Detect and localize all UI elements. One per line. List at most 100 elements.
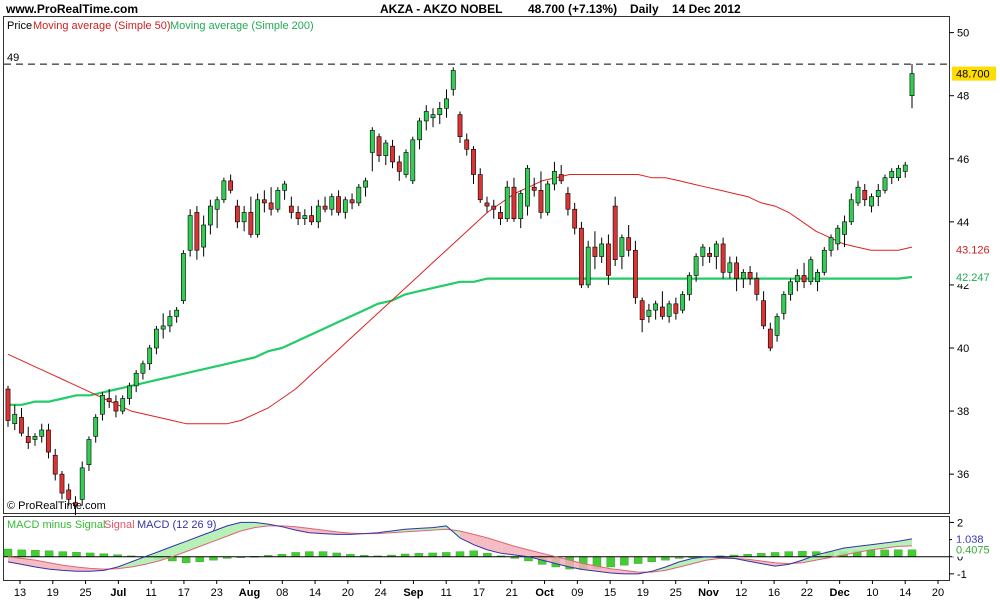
candle: [282, 180, 287, 200]
candle-body: [875, 190, 881, 197]
x-tick-label: 20: [932, 587, 944, 599]
candle: [761, 291, 766, 330]
macd-histogram-bar: [469, 550, 478, 557]
candle: [666, 300, 672, 323]
candle: [268, 187, 274, 216]
price-panel-frame: [3, 16, 950, 514]
macd-histogram-bar: [757, 553, 766, 557]
candle: [73, 496, 78, 516]
candle: [889, 168, 895, 184]
macd-histogram-bar: [633, 556, 643, 564]
candle: [167, 310, 173, 333]
candle-body: [187, 215, 193, 251]
candle: [707, 247, 713, 263]
candle: [349, 193, 355, 210]
candle-body: [707, 253, 713, 257]
candle: [767, 322, 773, 352]
candle: [120, 395, 126, 415]
candle-body: [181, 253, 186, 301]
candle: [848, 193, 854, 225]
candle: [896, 165, 901, 181]
candle-body: [477, 174, 483, 201]
macd-signal-fill: [254, 522, 269, 528]
x-tick-label: 20: [342, 587, 354, 599]
candle-body: [761, 300, 766, 327]
symbol-title: AKZA - AKZO NOBEL: [380, 2, 502, 16]
candle: [93, 414, 99, 443]
candle-body: [713, 243, 719, 257]
candle: [5, 385, 11, 427]
candle-body: [73, 502, 78, 506]
candle: [423, 105, 429, 131]
candle-body: [869, 196, 874, 207]
macd-histogram-bar: [880, 549, 889, 557]
candle-body: [154, 328, 159, 349]
candle: [127, 382, 132, 405]
candle: [464, 133, 470, 156]
candle: [774, 313, 780, 342]
x-tick-label: Oct: [535, 587, 554, 599]
candle-body: [855, 186, 861, 204]
candle: [154, 325, 159, 355]
candle: [815, 269, 820, 292]
candle-body: [572, 208, 578, 229]
candle: [686, 272, 692, 301]
macd-signal-fill: [144, 551, 159, 565]
candle-body: [221, 180, 227, 201]
x-tick-label: 12: [735, 587, 747, 599]
period-label: Daily: [630, 2, 659, 16]
candle: [713, 240, 719, 270]
candle-body: [747, 272, 753, 279]
macd-signal-fill: [761, 561, 776, 567]
candle: [275, 187, 281, 213]
candle-body: [356, 186, 362, 204]
reference-label: 49: [7, 52, 19, 64]
candle-body: [390, 145, 395, 163]
macd-histogram-bar: [798, 551, 807, 557]
x-tick-label: 21: [506, 587, 518, 599]
candle: [855, 180, 861, 207]
ma50-value-flag: 43.126: [956, 244, 990, 256]
candle-body: [666, 303, 672, 317]
x-tick-label: 16: [768, 587, 780, 599]
y-tick-label: 50: [957, 28, 969, 40]
macd-histogram-bar: [866, 550, 876, 557]
candle: [457, 111, 463, 143]
candle-body: [835, 227, 841, 245]
candle-body: [828, 237, 834, 251]
candle-body: [767, 328, 773, 349]
candle-body: [821, 249, 827, 273]
x-tick-label: 13: [14, 587, 26, 599]
candle-body: [862, 190, 868, 201]
candle-body: [369, 130, 375, 153]
candle-body: [471, 149, 476, 175]
macd-histogram-bar: [661, 556, 670, 561]
x-tick-label: Dec: [830, 587, 850, 599]
ma200-value-flag-box: [952, 270, 996, 285]
candle-body: [484, 202, 490, 207]
candle-body: [410, 139, 416, 182]
site-title: www.ProRealTime.com: [5, 2, 138, 16]
candle-body: [302, 215, 308, 219]
macd-histogram-bar: [907, 549, 917, 557]
candle-body: [100, 395, 105, 415]
candle-body: [295, 212, 301, 219]
candle: [336, 190, 341, 216]
macd-signal-fill: [665, 561, 680, 571]
x-tick-label: 11: [441, 587, 452, 599]
candle-body: [106, 398, 112, 402]
candle-body: [511, 186, 517, 219]
candle: [720, 237, 726, 279]
candle: [646, 303, 652, 323]
candle: [52, 448, 58, 481]
candle-body: [450, 70, 456, 90]
candle-body: [457, 114, 463, 137]
candle: [653, 300, 659, 320]
candle: [579, 221, 584, 289]
candle: [288, 196, 294, 219]
candle-body: [5, 388, 11, 421]
macd-histogram-bar: [72, 552, 81, 557]
candle: [201, 215, 207, 257]
macd-histogram-bar: [305, 551, 314, 557]
macd-histogram-bar: [31, 550, 40, 557]
